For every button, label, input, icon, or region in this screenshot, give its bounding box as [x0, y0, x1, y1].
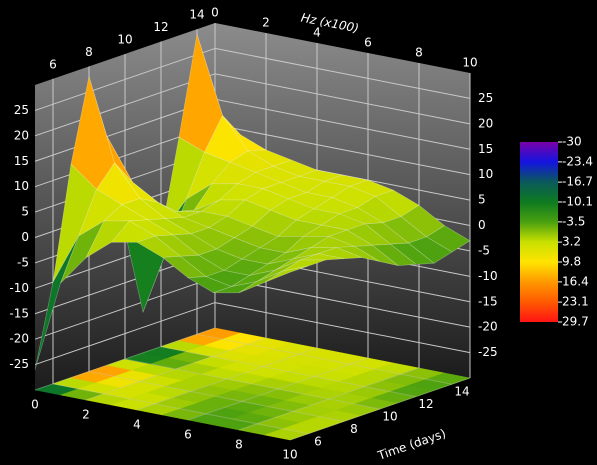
colorbar-tick-label: 9.8: [562, 255, 581, 269]
colorbar-tick-label: -16.7: [562, 175, 593, 189]
floor: [34, 327, 471, 441]
surface-cell: [389, 242, 435, 265]
grid-line: [214, 124, 471, 176]
x-tick-label: 6: [364, 36, 372, 50]
y-tick-label: 12: [153, 20, 168, 34]
z-tick-label: 15: [14, 154, 29, 168]
colorbar-tick-label: 29.7: [562, 315, 589, 329]
grid-line: [214, 73, 471, 125]
grid-line: [289, 377, 471, 441]
colorbar-tick-label: -10.1: [562, 195, 593, 209]
surface-cell: [407, 236, 453, 264]
z-tick-label: 5: [21, 205, 29, 219]
z-tick-label: -10: [478, 269, 498, 283]
grid-line: [187, 357, 369, 421]
z-tick-label: 10: [478, 167, 493, 181]
x-tick-label: 2: [262, 16, 270, 30]
y-tick-label: 12: [418, 397, 433, 411]
z-tick-label: 0: [21, 230, 29, 244]
x-tick-label: 10: [282, 448, 297, 462]
z-tick-label: 5: [478, 193, 486, 207]
x-tick-label: 10: [462, 56, 477, 70]
x-axis-title: Hz (x100): [300, 11, 360, 36]
colorbar-tick-label: -30: [562, 135, 582, 149]
z-tick-label: 10: [14, 179, 29, 193]
x-tick-label: 8: [235, 438, 243, 452]
x-tick-label: 4: [133, 418, 141, 432]
grid-line: [124, 358, 381, 410]
surface-cell: [264, 265, 309, 283]
x-tick-label: 6: [184, 428, 192, 442]
z-tick-label: 25: [14, 103, 29, 117]
surface-cell: [353, 244, 399, 266]
z-tick-label: 0: [478, 218, 486, 232]
surface-cell: [425, 225, 471, 253]
z-tick-label: -5: [17, 255, 29, 269]
x-tick-label: 2: [82, 408, 90, 422]
z-tick-label: 15: [478, 142, 493, 156]
grid-line: [160, 346, 417, 398]
y-tick-label: 10: [382, 410, 397, 424]
colorbar-tick-label: 16.4: [562, 274, 589, 288]
y-tick-label: 10: [117, 33, 132, 47]
z-tick-label: 20: [14, 128, 29, 142]
grid-line: [238, 367, 420, 431]
z-tick-label: 20: [478, 116, 493, 130]
z-tick-label: 25: [478, 91, 493, 105]
grid-line: [196, 333, 453, 385]
y-tick-label: 8: [350, 422, 358, 436]
z-tick-label: -15: [478, 294, 498, 308]
grid-line: [214, 302, 471, 354]
z-tick-label: -25: [478, 345, 498, 359]
y-tick-label: 14: [454, 385, 469, 399]
z-tick-label: -10: [9, 281, 29, 295]
surface: [34, 34, 471, 370]
colorbar-scale: [520, 142, 558, 322]
x-tick-label: 4: [313, 26, 321, 40]
grid-line: [52, 383, 309, 435]
colorbar-tick-label: -23.4: [562, 154, 593, 168]
z-tick-label: -20: [9, 332, 29, 346]
z-tick-label: -15: [9, 306, 29, 320]
x-tick-label: 0: [31, 398, 39, 412]
y-tick-label: 8: [85, 45, 93, 59]
grid-line: [214, 47, 471, 99]
y-tick-label: 6: [49, 57, 57, 71]
colorbar-tick-label: 3.2: [562, 235, 581, 249]
grid-line: [214, 276, 471, 328]
grid-line: [85, 337, 267, 401]
z-tick-label: -20: [478, 320, 498, 334]
z-tick-label: -25: [9, 357, 29, 371]
z-tick-label: -5: [478, 243, 490, 257]
grid-line: [214, 98, 471, 150]
x-tick-label: 8: [415, 46, 423, 60]
colorbar-tick-label: 23.1: [562, 295, 589, 309]
grid-line: [136, 347, 318, 411]
y-tick-label: 6: [314, 434, 322, 448]
surface-cell: [317, 247, 363, 260]
x-tick-label: 0: [211, 6, 219, 20]
grid-line: [88, 370, 345, 422]
colorbar: -30 -23.4 -16.7 -10.1 -3.5 3.2 9.8 16.4 23.1 29.7: [520, 135, 593, 329]
y-axis-title: Time (days): [375, 426, 448, 463]
colorbar-tick-label: -3.5: [562, 214, 585, 228]
y-tick-label: 14: [189, 8, 204, 22]
